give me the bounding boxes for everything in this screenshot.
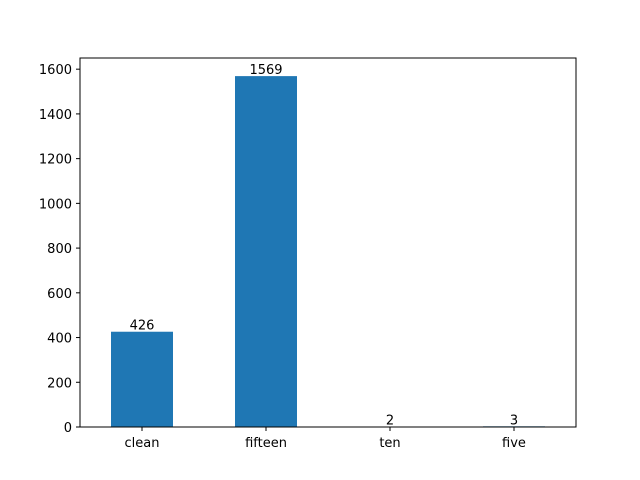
y-tick-label-800: 800 xyxy=(47,242,72,257)
y-tick-label-1600: 1600 xyxy=(39,63,72,78)
y-tick-label-600: 600 xyxy=(47,287,72,302)
y-tick-label-0: 0 xyxy=(64,421,72,436)
data-label-ten: 2 xyxy=(386,414,394,429)
data-label-five: 3 xyxy=(510,413,518,428)
x-tick-label-five: five xyxy=(502,436,526,451)
data-labels-group: 426 1569 2 3 xyxy=(130,63,519,428)
y-tick-label-1000: 1000 xyxy=(39,197,72,212)
bar-clean xyxy=(111,331,173,427)
bar-fifteen xyxy=(235,76,297,427)
data-label-fifteen: 1569 xyxy=(249,63,282,78)
y-tick-label-200: 200 xyxy=(47,376,72,391)
plot-frame xyxy=(79,57,577,428)
bars-group xyxy=(111,76,545,427)
x-axis: clean fifteen ten five xyxy=(125,427,526,451)
data-label-clean: 426 xyxy=(130,319,155,334)
y-tick-label-1400: 1400 xyxy=(39,108,72,123)
y-axis: 0 200 400 600 800 1000 1200 1400 1600 xyxy=(39,63,80,436)
x-tick-label-fifteen: fifteen xyxy=(245,436,287,451)
y-tick-label-1200: 1200 xyxy=(39,153,72,168)
x-tick-label-clean: clean xyxy=(125,436,160,451)
x-tick-label-ten: ten xyxy=(379,436,400,451)
y-tick-label-400: 400 xyxy=(47,332,72,347)
